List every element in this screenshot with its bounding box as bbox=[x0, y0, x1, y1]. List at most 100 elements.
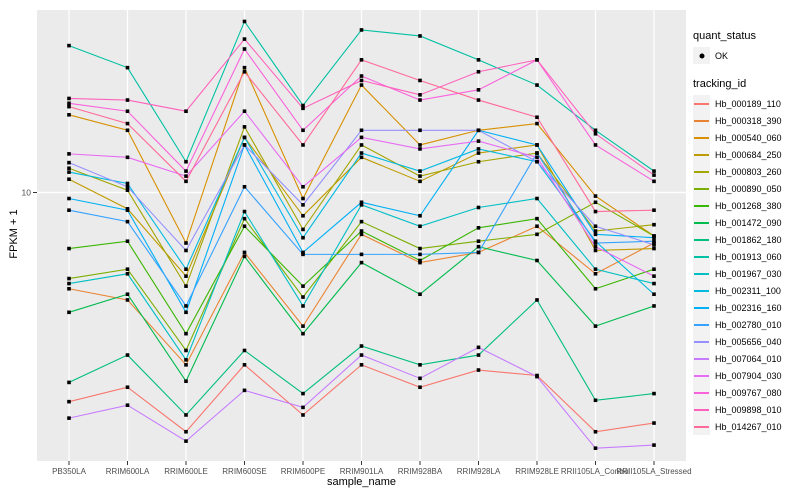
legend-item-label: Hb_005656_040 bbox=[715, 336, 782, 347]
data-point bbox=[301, 413, 305, 417]
line-icon bbox=[694, 357, 709, 360]
data-point bbox=[301, 295, 305, 299]
data-point bbox=[476, 244, 481, 249]
data-point bbox=[652, 304, 656, 308]
data-point bbox=[476, 88, 481, 92]
ok-point-key bbox=[693, 47, 710, 64]
legend-item-label: Hb_014267_010 bbox=[715, 421, 782, 432]
data-point bbox=[184, 179, 188, 184]
data-point bbox=[242, 109, 247, 114]
data-point bbox=[184, 379, 188, 384]
line-icon bbox=[694, 170, 709, 173]
data-point bbox=[652, 243, 656, 247]
legend-item-label: Hb_001472_090 bbox=[715, 217, 782, 228]
data-point bbox=[301, 331, 305, 336]
data-point bbox=[242, 143, 247, 147]
series-line-key bbox=[693, 401, 710, 418]
data-point bbox=[359, 203, 364, 207]
legend-item-label: Hb_001967_030 bbox=[715, 268, 782, 279]
legend-item-label: Hb_009898_010 bbox=[715, 404, 782, 415]
series-line-key bbox=[693, 367, 710, 384]
x-tick-label: PB350LA bbox=[52, 467, 86, 476]
data-point bbox=[593, 271, 598, 276]
data-point bbox=[652, 246, 656, 251]
x-axis-title: sample_name bbox=[326, 476, 397, 488]
data-point bbox=[418, 292, 422, 297]
y-axis-title: FPKM + 1 bbox=[8, 209, 20, 259]
data-point bbox=[301, 252, 305, 257]
data-point bbox=[67, 101, 71, 106]
legend-item-label: Hb_002311_100 bbox=[715, 285, 781, 296]
data-point bbox=[593, 248, 598, 253]
data-point bbox=[67, 96, 71, 101]
series-line-key bbox=[693, 146, 710, 163]
legend-item-Hb_009898_010: Hb_009898_010 bbox=[693, 401, 799, 418]
data-point bbox=[359, 135, 364, 140]
data-point bbox=[125, 65, 130, 70]
data-point bbox=[67, 177, 71, 182]
data-point bbox=[652, 169, 656, 173]
data-point bbox=[67, 160, 71, 165]
data-point bbox=[359, 74, 364, 78]
legend-item-Hb_007904_030: Hb_007904_030 bbox=[693, 367, 799, 384]
data-point bbox=[359, 219, 364, 224]
series-line-key bbox=[693, 112, 710, 129]
legend-item-Hb_009767_080: Hb_009767_080 bbox=[693, 384, 799, 401]
data-point bbox=[125, 353, 130, 357]
series-line-key bbox=[693, 333, 710, 350]
data-point bbox=[476, 250, 481, 255]
data-point bbox=[652, 274, 656, 278]
data-point bbox=[242, 19, 247, 24]
line-icon bbox=[694, 136, 709, 139]
data-point bbox=[301, 106, 305, 111]
data-point bbox=[67, 286, 71, 291]
data-point bbox=[359, 58, 364, 62]
x-tick-label: RRIM928LA bbox=[457, 467, 501, 476]
data-point bbox=[418, 252, 422, 257]
data-point bbox=[359, 229, 364, 233]
tracking-id-items: Hb_000189_110 Hb_000318_390 Hb_000540_060 H… bbox=[693, 95, 799, 435]
legend-item-label: Hb_009767_080 bbox=[715, 387, 782, 398]
data-point bbox=[184, 358, 188, 362]
data-point bbox=[418, 213, 422, 218]
data-point bbox=[593, 429, 598, 434]
series-line-key bbox=[693, 316, 710, 333]
data-point bbox=[535, 374, 539, 379]
data-point bbox=[652, 173, 656, 177]
data-point bbox=[67, 416, 71, 420]
data-point bbox=[418, 78, 422, 83]
data-point bbox=[301, 324, 305, 328]
legend-item-Hb_000318_390: Hb_000318_390 bbox=[693, 112, 799, 129]
data-point bbox=[125, 188, 130, 192]
data-point bbox=[535, 151, 539, 155]
legend-item-label: Hb_001862_180 bbox=[715, 234, 782, 245]
data-point bbox=[125, 109, 130, 114]
legend-item-label: Hb_007064_010 bbox=[715, 353, 782, 364]
series-line-key bbox=[693, 384, 710, 401]
data-point bbox=[476, 69, 481, 74]
line-icon bbox=[694, 306, 709, 309]
data-point bbox=[359, 200, 364, 205]
x-tick-label: RRIM600LA bbox=[106, 467, 150, 476]
legend-item-Hb_000684_250: Hb_000684_250 bbox=[693, 146, 799, 163]
data-point bbox=[476, 345, 481, 350]
data-point bbox=[593, 267, 598, 271]
series-line-key bbox=[693, 197, 710, 214]
data-point bbox=[535, 298, 539, 302]
data-point bbox=[418, 93, 422, 97]
data-point bbox=[476, 205, 481, 210]
legend-item-Hb_001268_380: Hb_001268_380 bbox=[693, 197, 799, 214]
series-line-key bbox=[693, 265, 710, 282]
data-point bbox=[359, 252, 364, 257]
data-point bbox=[535, 216, 539, 221]
data-point bbox=[418, 174, 422, 178]
data-point bbox=[359, 28, 364, 32]
legend-item-label: Hb_002780_010 bbox=[715, 319, 782, 330]
data-point bbox=[125, 403, 130, 408]
line-icon bbox=[694, 153, 709, 156]
data-point bbox=[535, 121, 539, 126]
data-point bbox=[184, 284, 188, 288]
legend-item-Hb_014267_010: Hb_014267_010 bbox=[693, 418, 799, 435]
data-point bbox=[652, 208, 656, 212]
x-tick-label: RRIM600PE bbox=[281, 467, 325, 476]
